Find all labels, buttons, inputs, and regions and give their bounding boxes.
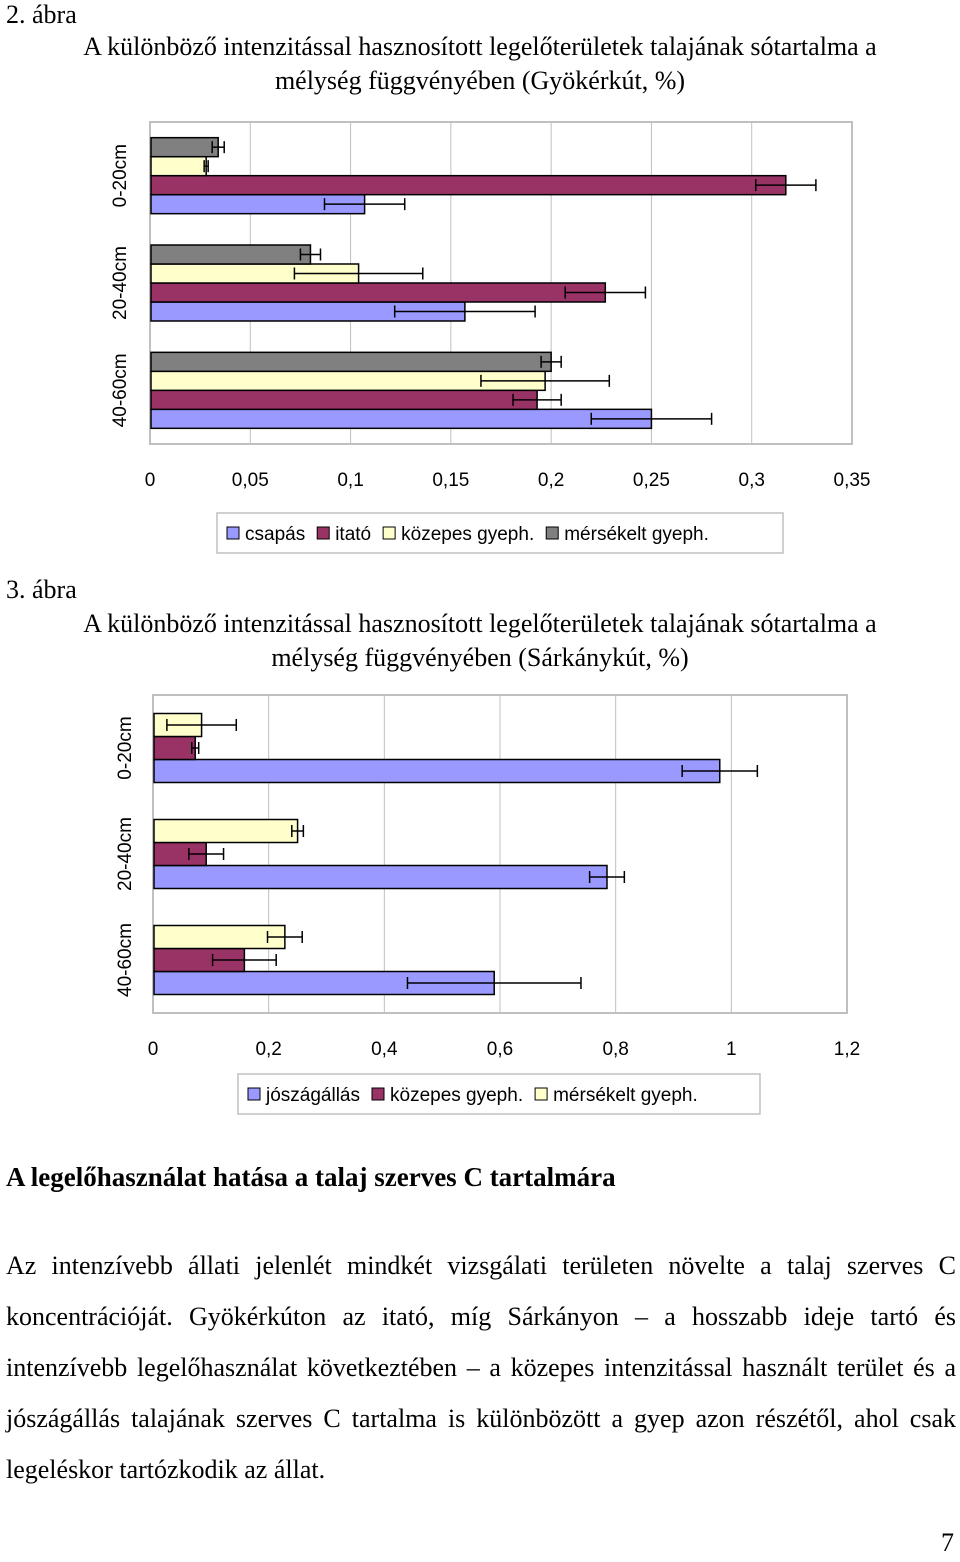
legend-box <box>216 512 784 554</box>
x-tick-label: 0,25 <box>633 470 670 491</box>
legend-swatch <box>371 1087 385 1101</box>
category-label: 20-40cm <box>115 817 136 891</box>
category-label: 0-20cm <box>115 716 136 779</box>
legend-swatch <box>534 1087 548 1101</box>
bar <box>150 282 607 303</box>
section-heading: A legelőhasználat hatása a talaj szerves… <box>6 1162 616 1192</box>
bar <box>153 818 299 844</box>
bar <box>150 174 787 196</box>
bar <box>153 924 286 950</box>
figure3-title-line1: A különböző intenzitással hasznosított l… <box>83 609 877 638</box>
bar <box>150 155 207 177</box>
bar <box>150 244 312 265</box>
bar <box>150 389 538 411</box>
x-tick-label: 0,2 <box>538 470 564 491</box>
x-tick-label: 1,2 <box>834 1039 860 1060</box>
category-label: 0-20cm <box>110 144 131 207</box>
x-tick-label: 1 <box>726 1039 737 1060</box>
legend-swatch <box>247 1087 261 1101</box>
figure3-title-line2: mélység függvényében (Sárkánykút, %) <box>271 643 689 672</box>
legend-label: mérsékelt gyeph. <box>564 524 709 545</box>
figure2-title-line2: mélység függvényében (Gyökérkút, %) <box>274 66 686 95</box>
figure2-title-line1: A különböző intenzitással hasznosított l… <box>83 32 877 61</box>
legend-label: mérsékelt gyeph. <box>553 1085 698 1106</box>
legend-swatch <box>545 526 559 540</box>
legend-label: közepes gyeph. <box>401 524 534 545</box>
category-label: 20-40cm <box>110 246 131 320</box>
page-number: 7 <box>941 1528 954 1557</box>
legend-label: itató <box>335 524 371 545</box>
bar <box>150 136 219 158</box>
legend-swatch <box>382 526 396 540</box>
x-tick-label: 0,05 <box>232 470 269 491</box>
bar <box>153 864 608 890</box>
x-tick-label: 0,6 <box>487 1039 513 1060</box>
chart-sarkanykut: 0 0,2 0,4 0,6 0,8 1 1,2 40-60cm 20-40cm 0-20cm jós… <box>115 694 860 1115</box>
x-tick-label: 0 <box>148 1039 159 1060</box>
legend-label: jószágállás <box>265 1085 360 1106</box>
section-paragraph: Az intenzívebb állati jelenlét mindkét v… <box>6 1251 956 1484</box>
x-tick-label: 0,8 <box>602 1039 628 1060</box>
x-tick-label: 0,3 <box>739 470 765 491</box>
bar <box>153 758 721 784</box>
x-tick-label: 0 <box>145 470 156 491</box>
x-tick-label: 0,4 <box>371 1039 398 1060</box>
bar <box>150 351 552 373</box>
bar <box>153 735 196 761</box>
legend-box <box>237 1073 761 1115</box>
legend-swatch <box>316 526 330 540</box>
x-tick-label: 0,1 <box>337 470 363 491</box>
x-tick-label: 0,15 <box>432 470 469 491</box>
category-label: 40-60cm <box>110 353 131 427</box>
legend-label: csapás <box>245 524 305 545</box>
legend-label: közepes gyeph. <box>390 1085 523 1106</box>
category-label: 40-60cm <box>115 923 136 997</box>
chart-gyokerkut: 0 0,05 0,1 0,15 0,2 0,25 0,3 0,35 40-60cm 20-40cm… <box>110 121 871 554</box>
figure2-number: 2. ábra <box>6 0 77 29</box>
legend-swatch <box>226 526 240 540</box>
x-tick-label: 0,35 <box>834 470 871 491</box>
figure3-number: 3. ábra <box>6 575 77 604</box>
bar <box>150 408 653 430</box>
x-tick-label: 0,2 <box>255 1039 281 1060</box>
